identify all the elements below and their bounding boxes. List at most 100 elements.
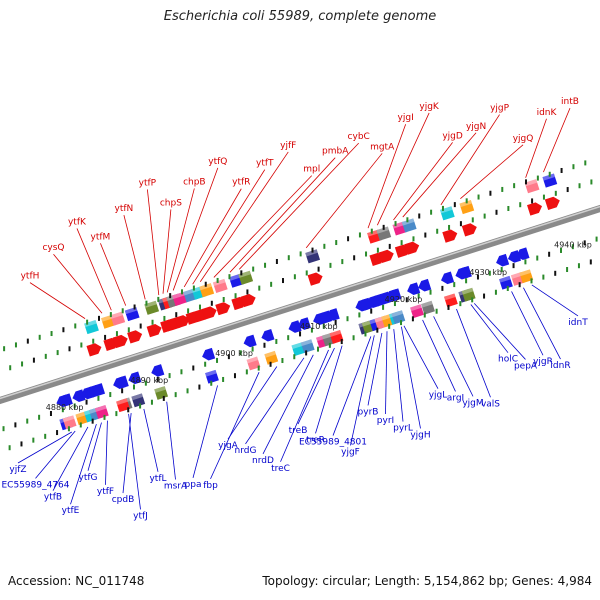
forward-gene-arrow[interactable] xyxy=(544,195,562,210)
top-gene-label[interactable]: cysQ xyxy=(42,243,64,253)
top-gene-label[interactable]: ytfN xyxy=(115,204,134,214)
forward-gene-box[interactable] xyxy=(542,173,558,188)
bottom-gene-label[interactable]: ytfG xyxy=(79,473,98,483)
bottom-gene-label[interactable]: pyrL xyxy=(393,424,413,434)
top-gene-label[interactable]: yjgI xyxy=(398,113,414,123)
top-gene-label[interactable]: ytfR xyxy=(232,178,250,188)
reverse-gene-arrow[interactable] xyxy=(71,389,86,403)
forward-gene-arrow[interactable] xyxy=(442,228,459,243)
bottom-gene-label[interactable]: EC55989_4801 xyxy=(299,438,367,448)
bottom-gene-label[interactable]: idnT xyxy=(568,318,588,328)
bottom-gene-label[interactable]: yjgM xyxy=(462,398,483,408)
bottom-gene-label[interactable]: msrA xyxy=(164,481,188,491)
bottom-gene-label[interactable]: yjfZ xyxy=(9,465,26,475)
forward-gene-box[interactable] xyxy=(524,179,540,194)
bottom-gene-label[interactable]: ppa xyxy=(185,480,202,490)
bottom-gene-label[interactable]: ytfJ xyxy=(133,511,148,521)
bottom-gene-label[interactable]: treB xyxy=(289,426,308,436)
reverse-gene-box[interactable] xyxy=(329,330,344,344)
reverse-gene-arrow[interactable] xyxy=(127,371,142,385)
bottom-gene-label[interactable]: cpdB xyxy=(112,495,135,505)
reverse-gene-arrow[interactable] xyxy=(150,364,165,378)
reverse-gene-box[interactable] xyxy=(499,275,513,290)
reverse-gene-box[interactable] xyxy=(410,304,424,319)
top-gene-label[interactable]: yjgN xyxy=(466,122,486,132)
forward-gene-box[interactable] xyxy=(376,226,392,241)
reverse-gene-arrow[interactable] xyxy=(296,317,311,331)
reverse-gene-arrow[interactable] xyxy=(387,288,402,302)
top-gene-label[interactable]: pmbA xyxy=(322,147,349,157)
bottom-gene-label[interactable]: yjgL xyxy=(429,391,448,401)
bottom-gene-label[interactable]: ytfB xyxy=(44,493,62,503)
bottom-gene-label[interactable]: EC55989_4764 xyxy=(1,480,69,490)
forward-gene-arrow[interactable] xyxy=(174,314,192,329)
reverse-gene-arrow[interactable] xyxy=(515,247,530,261)
top-gene-label[interactable]: mgtA xyxy=(370,142,395,152)
reverse-gene-box[interactable] xyxy=(205,369,219,384)
bottom-gene-label[interactable]: fbp xyxy=(203,481,218,491)
reverse-gene-arrow[interactable] xyxy=(494,253,510,268)
top-gene-label[interactable]: yjfF xyxy=(280,141,296,151)
reverse-gene-box[interactable] xyxy=(519,269,534,284)
forward-gene-arrow[interactable] xyxy=(201,305,219,320)
bottom-gene-label[interactable]: pyrI xyxy=(377,416,394,426)
reverse-gene-arrow[interactable] xyxy=(457,265,472,280)
reverse-gene-box[interactable] xyxy=(246,356,261,371)
forward-gene-box[interactable] xyxy=(110,311,126,326)
reverse-gene-box[interactable] xyxy=(421,300,435,315)
forward-gene-arrow[interactable] xyxy=(240,292,258,308)
reverse-gene-arrow[interactable] xyxy=(287,320,302,334)
bottom-gene-label[interactable]: pepA xyxy=(514,361,538,371)
reverse-gene-box[interactable] xyxy=(131,393,146,408)
forward-gene-box[interactable] xyxy=(124,306,140,322)
top-gene-label[interactable]: ytfQ xyxy=(208,157,227,167)
reverse-gene-arrow[interactable] xyxy=(325,308,340,322)
bottom-gene-label[interactable]: nrdD xyxy=(252,456,274,466)
forward-gene-arrow[interactable] xyxy=(215,301,232,316)
forward-gene-box[interactable] xyxy=(144,300,160,315)
forward-gene-arrow[interactable] xyxy=(307,271,325,286)
reverse-gene-arrow[interactable] xyxy=(405,282,421,296)
top-gene-label[interactable]: chpS xyxy=(160,198,182,208)
bottom-gene-label[interactable]: holC xyxy=(498,355,518,365)
bottom-gene-label[interactable]: nrdG xyxy=(235,446,257,456)
reverse-gene-arrow[interactable] xyxy=(439,271,455,286)
reverse-gene-box[interactable] xyxy=(300,339,315,354)
forward-gene-box[interactable] xyxy=(459,200,475,215)
bottom-gene-label[interactable]: treC xyxy=(271,464,290,474)
bottom-gene-label[interactable]: idnR xyxy=(550,361,570,371)
bottom-gene-label[interactable]: treR xyxy=(306,435,325,445)
bottom-gene-label[interactable]: ytfE xyxy=(62,506,80,516)
top-gene-label[interactable]: intB xyxy=(561,97,579,107)
forward-gene-arrow[interactable] xyxy=(527,201,544,216)
reverse-gene-box[interactable] xyxy=(443,293,458,308)
top-gene-label[interactable]: idnK xyxy=(537,108,558,118)
forward-gene-box[interactable] xyxy=(212,278,228,293)
bottom-gene-label[interactable]: ytfL xyxy=(149,474,166,484)
forward-gene-arrow[interactable] xyxy=(127,329,144,344)
top-gene-label[interactable]: yjgQ xyxy=(513,134,534,144)
top-gene-label[interactable]: ytfP xyxy=(139,178,157,188)
reverse-gene-arrow[interactable] xyxy=(416,278,432,293)
forward-gene-arrow[interactable] xyxy=(146,322,164,338)
reverse-gene-box[interactable] xyxy=(62,415,77,430)
bottom-gene-label[interactable]: argI xyxy=(447,393,464,403)
bottom-gene-label[interactable]: yjgR xyxy=(533,357,553,367)
forward-gene-arrow[interactable] xyxy=(112,333,130,349)
top-gene-label[interactable]: cybC xyxy=(348,132,370,142)
bottom-gene-label[interactable]: valS xyxy=(481,399,500,409)
top-gene-label[interactable]: ytfT xyxy=(256,159,274,169)
reverse-gene-arrow[interactable] xyxy=(200,347,216,362)
reverse-gene-box[interactable] xyxy=(116,398,130,413)
reverse-gene-box[interactable] xyxy=(154,386,169,400)
reverse-gene-arrow[interactable] xyxy=(111,376,127,390)
forward-gene-arrow[interactable] xyxy=(378,248,396,264)
top-gene-label[interactable]: ytfH xyxy=(21,272,40,282)
reverse-gene-box[interactable] xyxy=(264,350,279,365)
bottom-gene-label[interactable]: yjgH xyxy=(410,430,430,440)
bottom-gene-label[interactable]: pyrB xyxy=(358,407,379,417)
top-gene-label[interactable]: ytfK xyxy=(68,217,87,227)
forward-gene-arrow[interactable] xyxy=(404,240,421,255)
reverse-gene-arrow[interactable] xyxy=(242,334,257,349)
